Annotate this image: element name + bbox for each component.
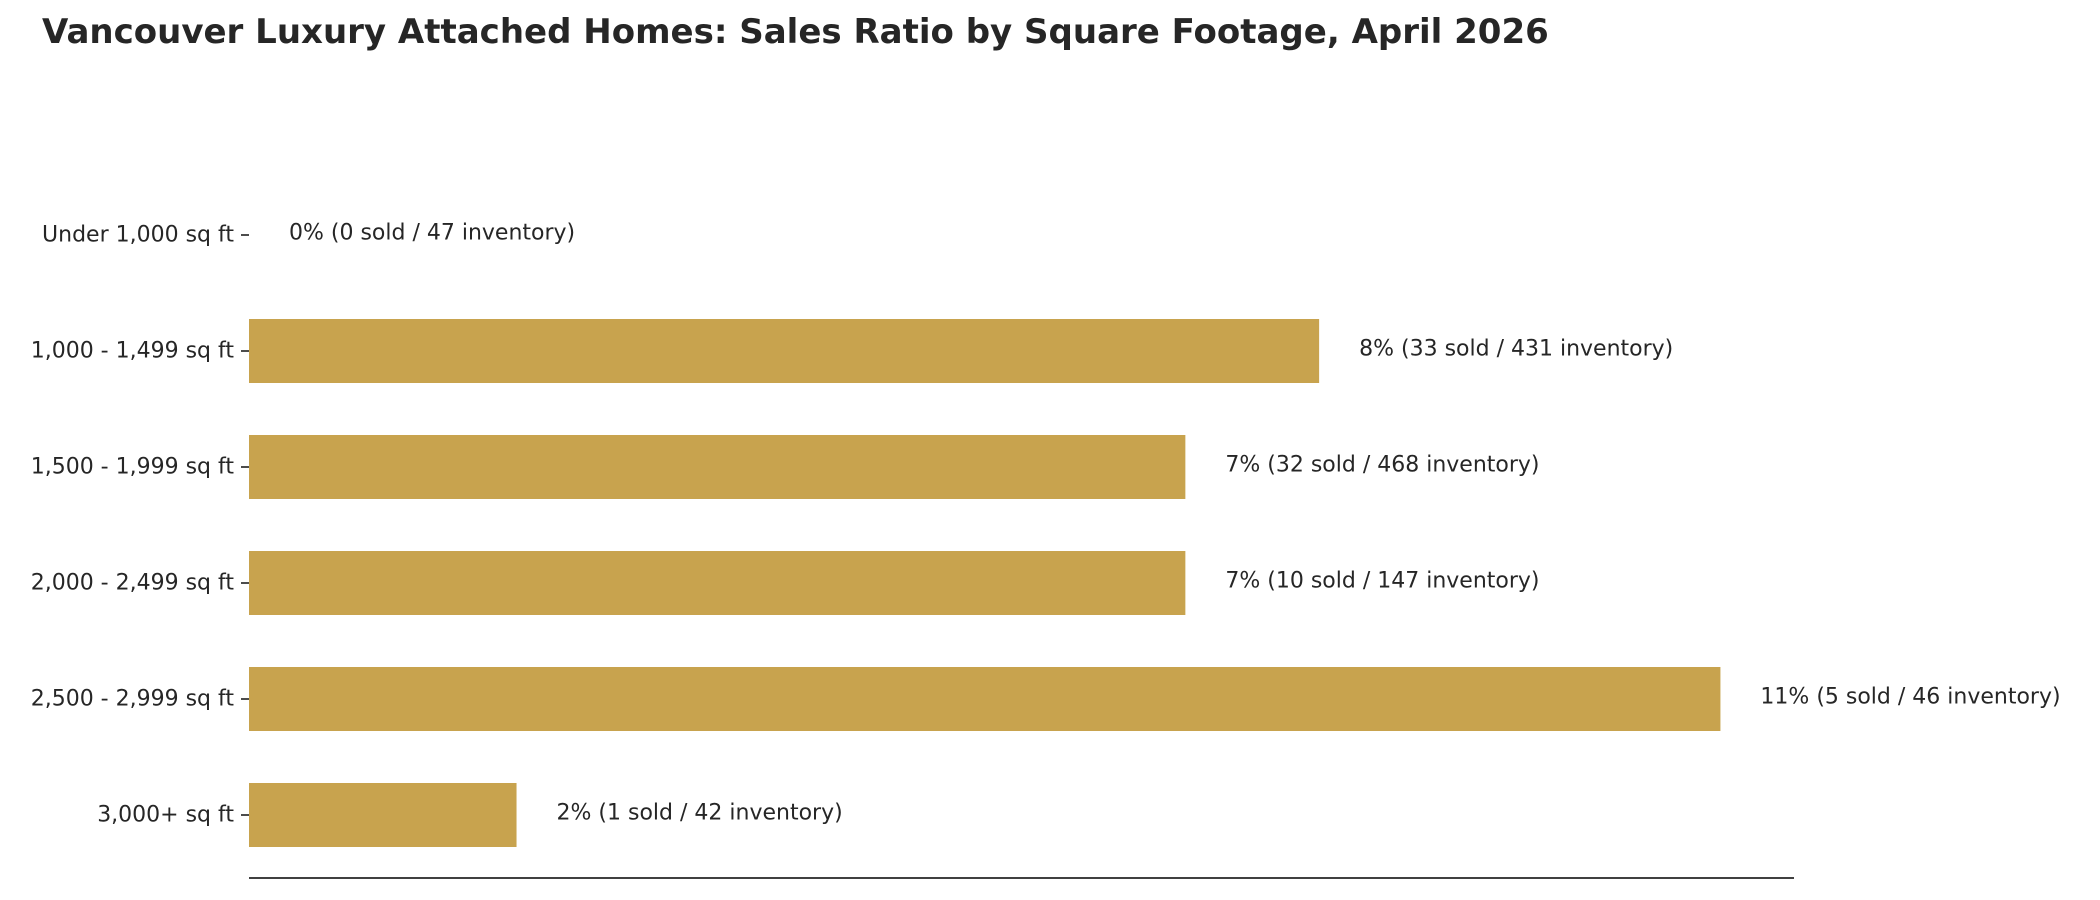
bar-value-label: 2% (1 sold / 42 inventory) <box>557 801 843 826</box>
bars-group <box>249 319 1721 847</box>
y-tick-label: Under 1,000 sq ft <box>42 223 234 248</box>
bar-value-label: 7% (32 sold / 468 inventory) <box>1225 453 1539 478</box>
bar-value-label: 8% (33 sold / 431 inventory) <box>1359 337 1673 362</box>
bar <box>249 783 517 847</box>
bar <box>249 551 1186 615</box>
y-tick-label: 1,000 - 1,499 sq ft <box>31 339 235 364</box>
bar-value-label: 11% (5 sold / 46 inventory) <box>1760 685 2060 710</box>
chart-title: Vancouver Luxury Attached Homes: Sales R… <box>42 12 1549 52</box>
bar <box>249 435 1186 499</box>
y-tick-label: 3,000+ sq ft <box>97 803 234 828</box>
y-tick-label: 2,500 - 2,999 sq ft <box>31 687 235 712</box>
bar <box>249 319 1320 383</box>
bar-value-label: 0% (0 sold / 47 inventory) <box>289 221 575 246</box>
y-axis-ticks: Under 1,000 sq ft 1,000 - 1,499 sq ft 1,50… <box>31 223 249 828</box>
y-tick-label: 1,500 - 1,999 sq ft <box>31 455 235 480</box>
bar <box>249 667 1721 731</box>
y-tick-label: 2,000 - 2,499 sq ft <box>31 571 235 596</box>
data-labels: 0% (0 sold / 47 inventory) 8% (33 sold / … <box>289 221 2061 826</box>
bar-value-label: 7% (10 sold / 147 inventory) <box>1225 569 1539 594</box>
